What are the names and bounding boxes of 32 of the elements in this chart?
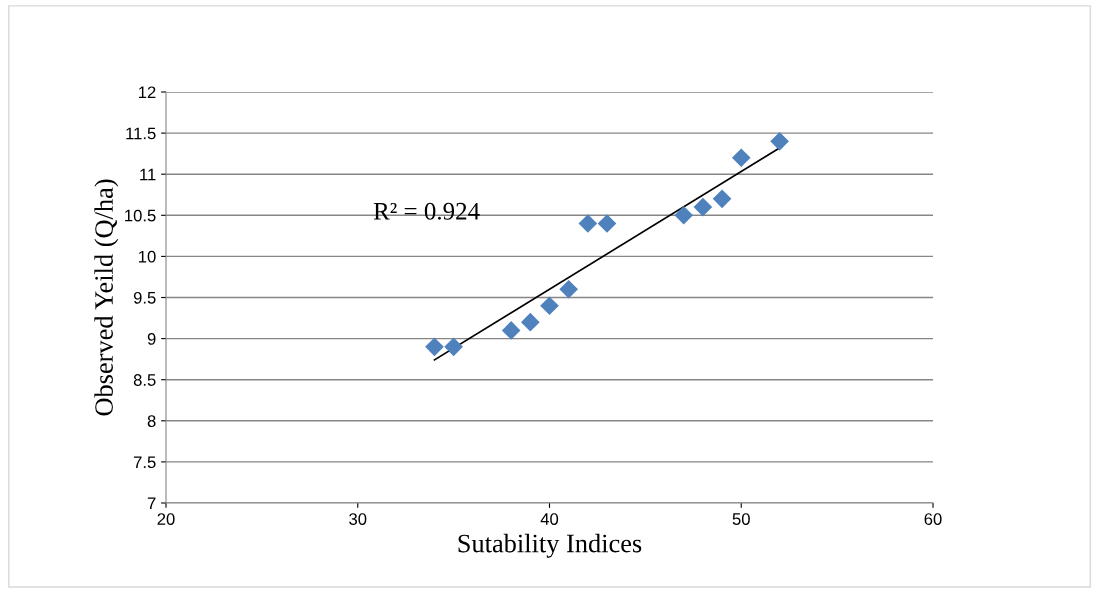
y-tick-label: 12	[139, 86, 156, 99]
point	[578, 214, 598, 233]
y-tick-label: 11.5	[126, 127, 156, 140]
point	[597, 214, 617, 233]
point	[693, 197, 713, 217]
point	[770, 132, 789, 151]
y-tick-label: 8.5	[133, 374, 156, 386]
point	[501, 321, 521, 340]
point	[559, 279, 578, 299]
y-axis-title: Observed Yeild (Q/ha)	[94, 179, 119, 416]
x-tick-label: 30	[349, 513, 367, 525]
point	[521, 312, 540, 332]
y-tick-label: 10.5	[125, 209, 156, 222]
point	[425, 337, 444, 357]
y-tick-label: 11	[140, 168, 156, 181]
y-tick-label: 10	[139, 250, 156, 263]
point	[540, 296, 559, 316]
x-tick-label: 50	[732, 513, 750, 525]
x-tick-label: 20	[157, 513, 175, 525]
y-tick-label: 7.5	[133, 456, 156, 469]
x-tick-label: 40	[540, 513, 559, 525]
y-tick-label: 8	[147, 415, 156, 427]
y-tick-label: 9.5	[133, 291, 156, 304]
y-tick-label: 9	[147, 333, 156, 345]
x-axis-title: Sutability Indices	[458, 533, 642, 558]
y-tick-label: 7	[147, 497, 156, 510]
point	[731, 148, 751, 168]
point	[674, 205, 694, 225]
annotation: R² = 0.924	[373, 202, 480, 220]
x-tick-label: 60	[924, 513, 942, 525]
point	[712, 189, 732, 209]
point	[444, 337, 463, 357]
